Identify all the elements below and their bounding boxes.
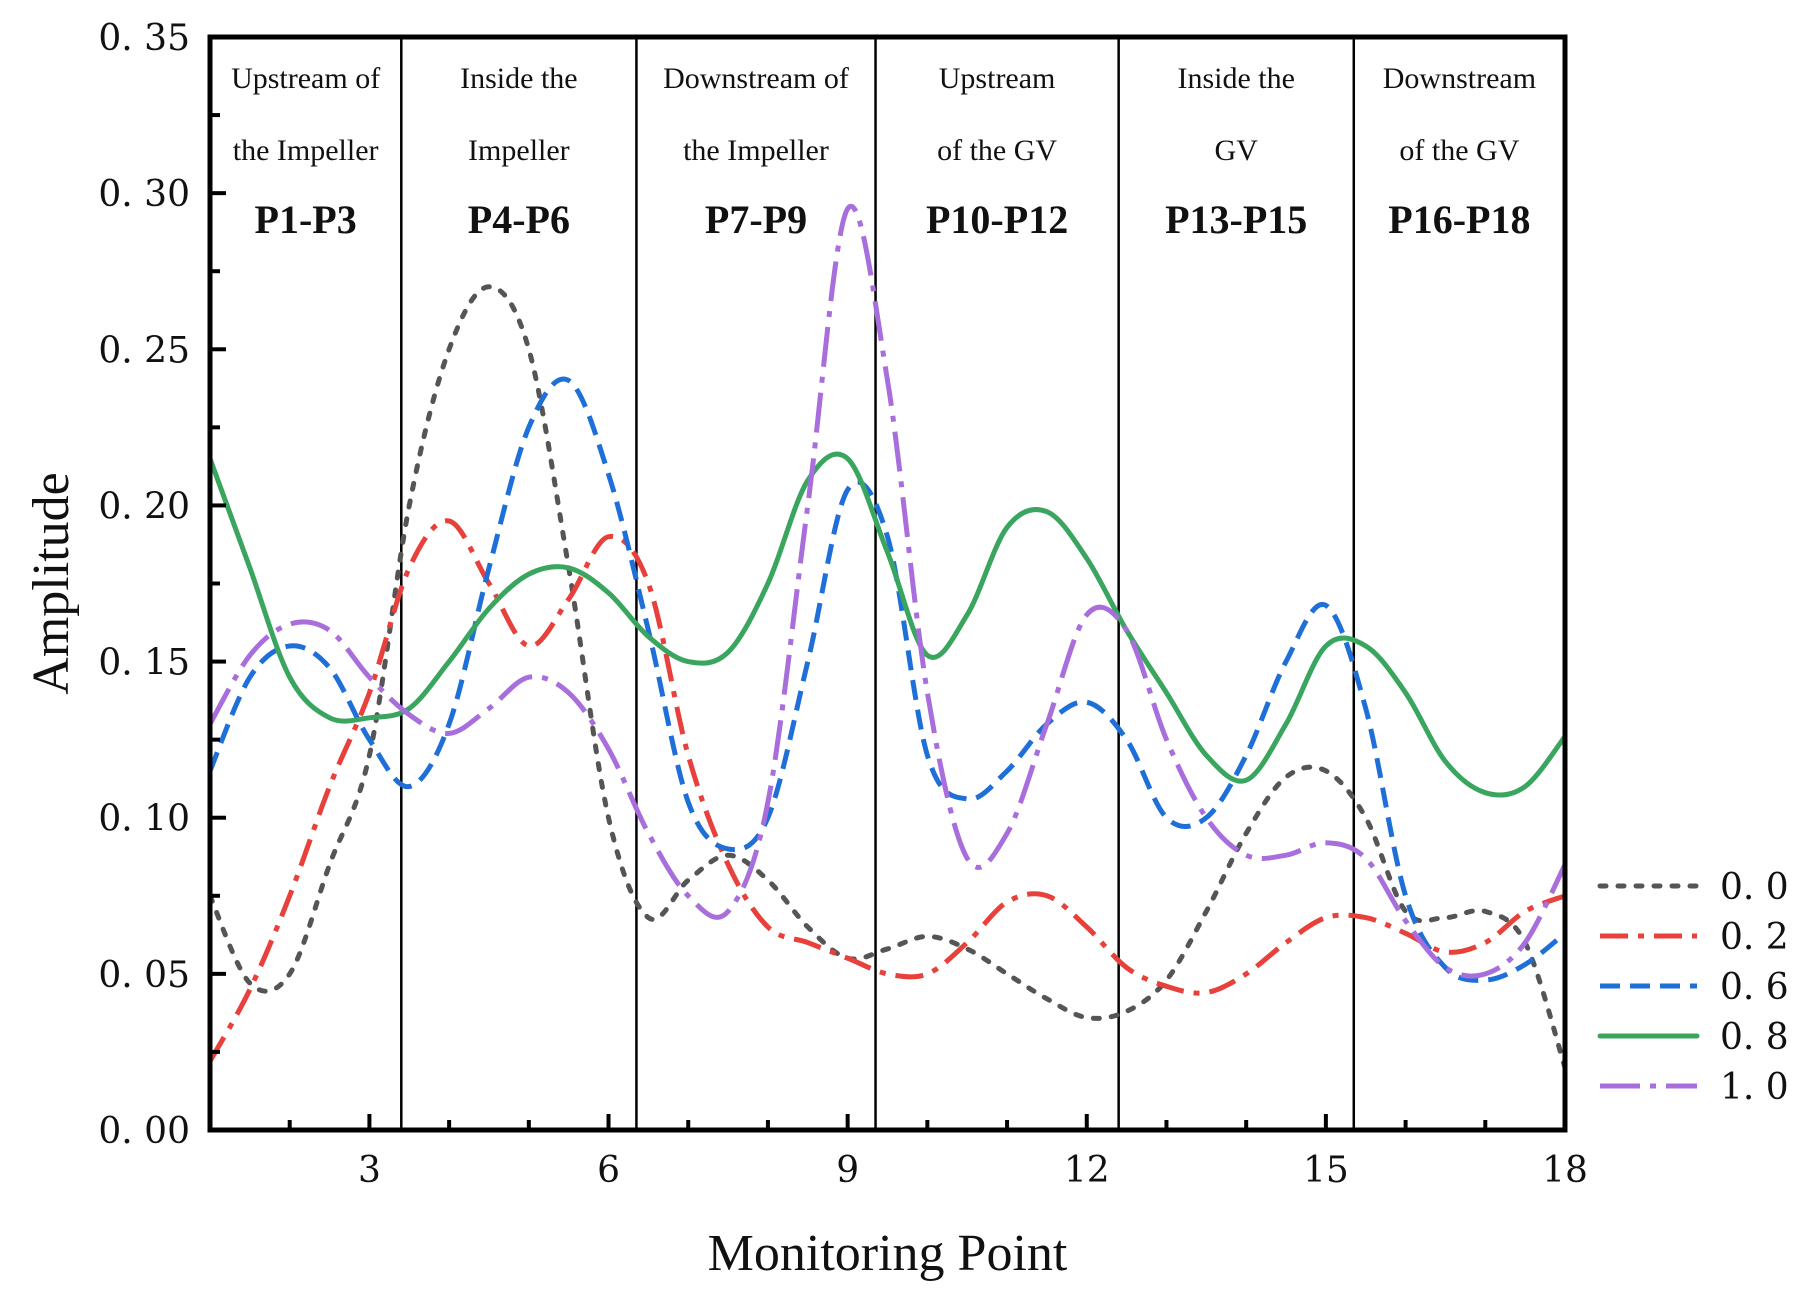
y-tick-label: 0. 15 — [98, 643, 190, 684]
region-label-line1: Downstream — [1383, 62, 1536, 95]
x-tick-label: 3 — [358, 1150, 381, 1191]
region-range: P7-P9 — [705, 197, 807, 242]
region-label-line1: Upstream — [939, 62, 1056, 95]
series-line-1 — [210, 284, 1565, 1070]
y-tick-label: 0. 00 — [98, 1111, 190, 1152]
legend-label: 0. 6 — [1720, 967, 1789, 1008]
x-tick-label: 12 — [1064, 1150, 1110, 1191]
legend: 0. 0 0. 2 0. 6 0. 8 1. 0 — [1597, 867, 1789, 1108]
region-label-1: Upstream of the Impeller P1-P3 — [231, 62, 380, 242]
series-line-5 — [210, 203, 1565, 979]
y-tick-label: 0. 35 — [98, 18, 190, 59]
legend-label: 0. 2 — [1720, 917, 1789, 958]
legend-label: 1. 0 — [1720, 1067, 1789, 1108]
region-label-4: Upstream of the GV P10-P12 — [926, 62, 1068, 242]
x-tick-label: 18 — [1542, 1150, 1588, 1191]
x-tick-label: 6 — [597, 1150, 620, 1191]
y-tick-label: 0. 20 — [98, 486, 190, 527]
region-range: P4-P6 — [468, 197, 570, 242]
x-axis-ticks: 3 6 9 12 15 18 — [208, 1114, 1588, 1191]
x-tick-label: 15 — [1303, 1150, 1349, 1191]
region-dividers — [400, 37, 1356, 1130]
region-label-line2: of the GV — [937, 134, 1057, 167]
series-line-4 — [210, 451, 1565, 798]
region-labels: Upstream of the Impeller P1-P3 Inside the Im… — [231, 62, 1536, 242]
series-line-2 — [210, 518, 1565, 1063]
x-axis-title: Monitoring Point — [708, 1225, 1068, 1282]
region-range: P13-P15 — [1165, 197, 1307, 242]
legend-item-3: 0. 6 — [1600, 967, 1789, 1008]
y-axis-ticks: 0. 00 0. 05 0. 10 0. 15 0. 20 0. 25 0. 30 0. 35 — [98, 18, 226, 1152]
region-label-line2: the Impeller — [233, 134, 379, 167]
region-range: P16-P18 — [1388, 197, 1530, 242]
plot-frame — [207, 34, 1568, 1133]
region-label-line2: the Impeller — [683, 134, 829, 167]
region-label-line1: Inside the — [1177, 62, 1294, 95]
region-label-line1: Inside the — [460, 62, 577, 95]
y-axis-title: Amplitude — [23, 472, 80, 694]
y-tick-label: 0. 30 — [98, 174, 190, 215]
legend-item-4: 0. 8 — [1597, 1017, 1789, 1058]
legend-label: 0. 8 — [1720, 1017, 1789, 1058]
region-range: P10-P12 — [926, 197, 1068, 242]
region-label-5: Inside the GV P13-P15 — [1165, 62, 1307, 242]
region-label-2: Inside the Impeller P4-P6 — [460, 62, 577, 242]
region-label-3: Downstream of the Impeller P7-P9 — [663, 62, 849, 242]
series-lines — [210, 203, 1565, 1070]
region-label-line2: of the GV — [1399, 134, 1519, 167]
region-label-line2: GV — [1215, 134, 1259, 167]
region-label-line1: Upstream of — [231, 62, 380, 95]
legend-item-5: 1. 0 — [1600, 1067, 1789, 1108]
legend-label: 0. 0 — [1720, 867, 1789, 908]
region-range: P1-P3 — [255, 197, 357, 242]
x-tick-label: 9 — [836, 1150, 859, 1191]
y-tick-label: 0. 25 — [98, 330, 190, 371]
y-tick-label: 0. 10 — [98, 799, 190, 840]
region-label-line1: Downstream of — [663, 62, 849, 95]
legend-item-1: 0. 0 — [1597, 867, 1789, 908]
region-label-line2: Impeller — [468, 134, 570, 167]
series-line-3 — [210, 376, 1565, 983]
region-label-6: Downstream of the GV P16-P18 — [1383, 62, 1536, 242]
y-tick-label: 0. 05 — [98, 955, 190, 996]
legend-item-2: 0. 2 — [1600, 917, 1789, 958]
